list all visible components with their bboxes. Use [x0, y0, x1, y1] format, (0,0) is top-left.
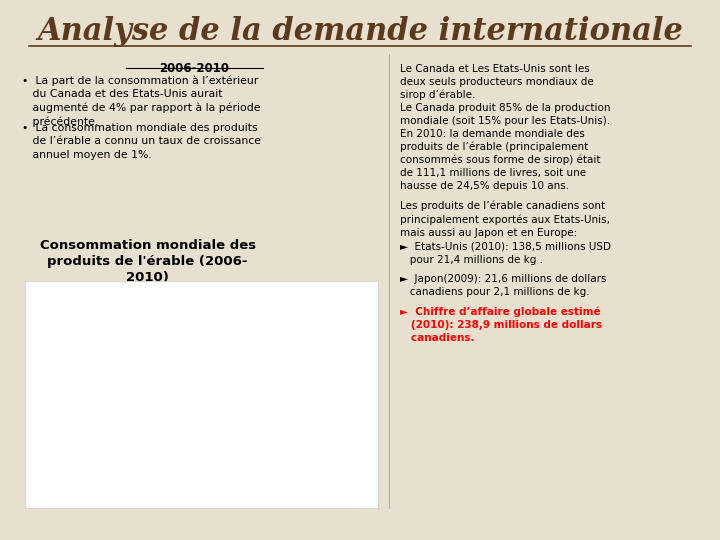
Wedge shape [101, 309, 238, 482]
Wedge shape [58, 314, 144, 392]
Text: 60%: 60% [190, 407, 220, 420]
Title: Consommation mondiale des
produits de l'érable (2006-
2010): Consommation mondiale des produits de l'… [40, 239, 256, 284]
Wedge shape [110, 303, 147, 390]
Text: 16%: 16% [78, 414, 108, 427]
Text: ►  Japon(2009): 21,6 millions de dollars
   canadiens pour 2,1 millions de kg.: ► Japon(2009): 21,6 millions de dollars … [400, 274, 606, 297]
Text: Le Canada et Les Etats-Unis sont les
deux seuls producteurs mondiaux de
sirop d’: Le Canada et Les Etats-Unis sont les deu… [400, 64, 610, 126]
Text: Les produits de l’érable canadiens sont
principalement exportés aux Etats-Unis,
: Les produits de l’érable canadiens sont … [400, 201, 610, 238]
Text: 17%: 17% [83, 354, 112, 367]
Text: 7%: 7% [124, 329, 145, 342]
Text: En 2010: la demande mondiale des
produits de l’érable (principalement
consommés : En 2010: la demande mondiale des produit… [400, 129, 600, 191]
Legend: Etats-Unis, Canada, Japon, Autres pays: Etats-Unis, Canada, Japon, Autres pays [272, 364, 358, 424]
Text: ►  Chiffre d’affaire globale estimé
   (2010): 238,9 millions de dollars
   cana: ► Chiffre d’affaire globale estimé (2010… [400, 307, 602, 343]
Text: •  La part de la consommation à l’extérieur
   du Canada et des Etats-Unis aurai: • La part de la consommation à l’extérie… [22, 76, 260, 127]
Text: Analyse de la demande internationale: Analyse de la demande internationale [37, 16, 683, 47]
Text: ►  Etats-Unis (2010): 138,5 millions USD
   pour 21,4 millions de kg .: ► Etats-Unis (2010): 138,5 millions USD … [400, 242, 611, 265]
Text: 2006-2010: 2006-2010 [159, 62, 230, 75]
Wedge shape [58, 390, 144, 466]
Text: •  La consommation mondiale des produits
   de l’érable a connu un taux de crois: • La consommation mondiale des produits … [22, 123, 261, 159]
